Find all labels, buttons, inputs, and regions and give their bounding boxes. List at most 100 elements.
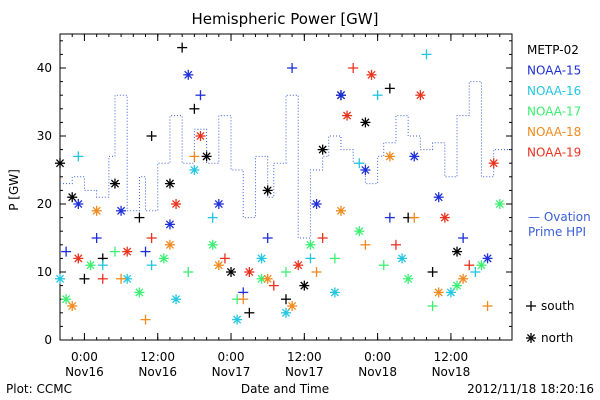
metp-02-south-point <box>427 267 438 277</box>
noaa-15-south-point <box>61 246 72 257</box>
marker-stroke <box>68 301 77 311</box>
legend-entry: NOAA-17 <box>527 105 581 119</box>
noaa-16-north-point <box>122 273 133 284</box>
marker-stroke <box>446 288 455 297</box>
marker-stroke <box>312 199 321 209</box>
x-tick-label-date: Nov18 <box>358 365 397 379</box>
marker-stroke <box>361 118 370 127</box>
marker-stroke <box>385 152 394 161</box>
marker-stroke <box>165 220 175 229</box>
x-tick-label-date: Nov17 <box>285 365 324 379</box>
marker-stroke <box>165 179 175 188</box>
marker-stroke <box>171 295 181 304</box>
x-tick-label-date: Nov17 <box>212 365 251 379</box>
noaa-16-south-point <box>421 49 432 60</box>
metp-02-north-point <box>452 246 463 257</box>
ovation-hpi-line <box>60 81 512 239</box>
noaa-18-north-point <box>458 273 469 284</box>
marker-stroke <box>55 274 65 283</box>
y-tick-label: 40 <box>37 61 52 75</box>
marker-stroke <box>483 254 492 263</box>
noaa-16-north-point <box>232 314 243 325</box>
legend: METP-02 NOAA-15 NOAA-16 NOAA-17 NOAA-18 NOAA-… <box>526 43 581 345</box>
noaa-16-south-point <box>73 151 84 162</box>
noaa-18-south-point <box>116 273 127 284</box>
plot-area: 0102030400:00Nov1612:00Nov160:00Nov1712:… <box>37 33 513 379</box>
chart-title: Hemispheric Power [GW] <box>192 10 379 28</box>
metp-02-south-point <box>281 294 291 305</box>
noaa-18-north-point <box>67 301 78 311</box>
noaa-15-south-point <box>458 233 469 243</box>
metp-02-south-point <box>146 131 157 141</box>
noaa-18-north-point <box>384 151 395 162</box>
noaa-17-north-point <box>403 273 414 284</box>
noaa-17-north-point <box>61 294 72 305</box>
marker-stroke <box>526 333 536 343</box>
x-tick-label-date: Nov16 <box>138 365 177 379</box>
noaa-18-north-point <box>335 205 346 216</box>
noaa-18-north-point <box>91 205 102 216</box>
noaa-16-south-point <box>305 253 316 264</box>
marker-stroke <box>214 199 223 209</box>
noaa-19-north-point <box>342 110 353 121</box>
noaa-19-north-point <box>293 260 304 271</box>
metp-02-south-point <box>189 103 200 114</box>
noaa-15-north-point <box>335 90 346 101</box>
noaa-16-north-point <box>171 294 182 305</box>
marker-stroke <box>434 193 443 202</box>
noaa-16-south-point <box>470 267 481 277</box>
marker-stroke <box>416 91 425 100</box>
noaa-15-south-point <box>140 246 151 257</box>
y-axis-label: P [GW] <box>7 169 21 211</box>
x-axis-label: Date and Time <box>241 382 329 396</box>
marker-stroke <box>110 179 120 188</box>
marker-stroke <box>263 186 272 195</box>
marker-stroke <box>477 261 486 270</box>
marker-stroke <box>336 91 346 100</box>
marker-stroke <box>245 267 254 277</box>
marker-stroke <box>135 288 144 297</box>
marker-stroke <box>489 159 498 168</box>
ovation-legend-line2: Prime HPI <box>528 225 586 239</box>
marker-stroke <box>165 240 175 249</box>
noaa-18-south-point <box>238 294 249 305</box>
marker-stroke <box>361 165 370 175</box>
noaa-17-north-point <box>354 226 365 237</box>
marker-stroke <box>226 267 236 277</box>
y-tick-label: 0 <box>44 333 52 347</box>
noaa-15-south-point <box>195 90 206 101</box>
marker-legend-symbol <box>526 301 536 311</box>
noaa-15-north-point <box>311 199 322 209</box>
marker-stroke <box>343 111 352 120</box>
noaa-17-north-point <box>476 260 487 271</box>
marker-stroke <box>300 281 309 290</box>
x-tick-label-time: 0:00 <box>218 350 245 364</box>
noaa-15-north-point <box>73 199 84 209</box>
metp-02-north-point <box>360 117 371 128</box>
marker-stroke <box>281 308 291 317</box>
noaa-18-south-point <box>409 212 420 223</box>
marker-stroke <box>459 274 468 283</box>
noaa-19-south-point <box>317 233 328 243</box>
marker-stroke <box>330 288 339 297</box>
noaa-16-north-point <box>55 273 65 284</box>
noaa-19-south-point <box>219 253 230 264</box>
noaa-16-north-point <box>256 253 267 264</box>
marker-stroke <box>288 301 297 311</box>
noaa-16-north-point <box>397 253 408 264</box>
noaa-17-south-point <box>281 267 291 277</box>
x-tick-label-time: 12:00 <box>287 350 322 364</box>
metp-02-south-point <box>177 42 188 53</box>
x-tick-label-time: 12:00 <box>434 350 469 364</box>
marker-stroke <box>318 145 327 154</box>
metp-02-north-point <box>226 267 237 277</box>
noaa-17-north-point <box>452 280 463 291</box>
noaa-17-south-point <box>183 267 194 277</box>
marker-stroke <box>214 261 223 270</box>
marker-stroke <box>410 152 419 161</box>
x-tick-label-date: Nov18 <box>432 365 471 379</box>
metp-02-north-point <box>201 151 212 162</box>
noaa-16-north-point <box>189 165 200 175</box>
noaa-16-north-point <box>281 307 291 318</box>
noaa-17-south-point <box>329 253 340 264</box>
